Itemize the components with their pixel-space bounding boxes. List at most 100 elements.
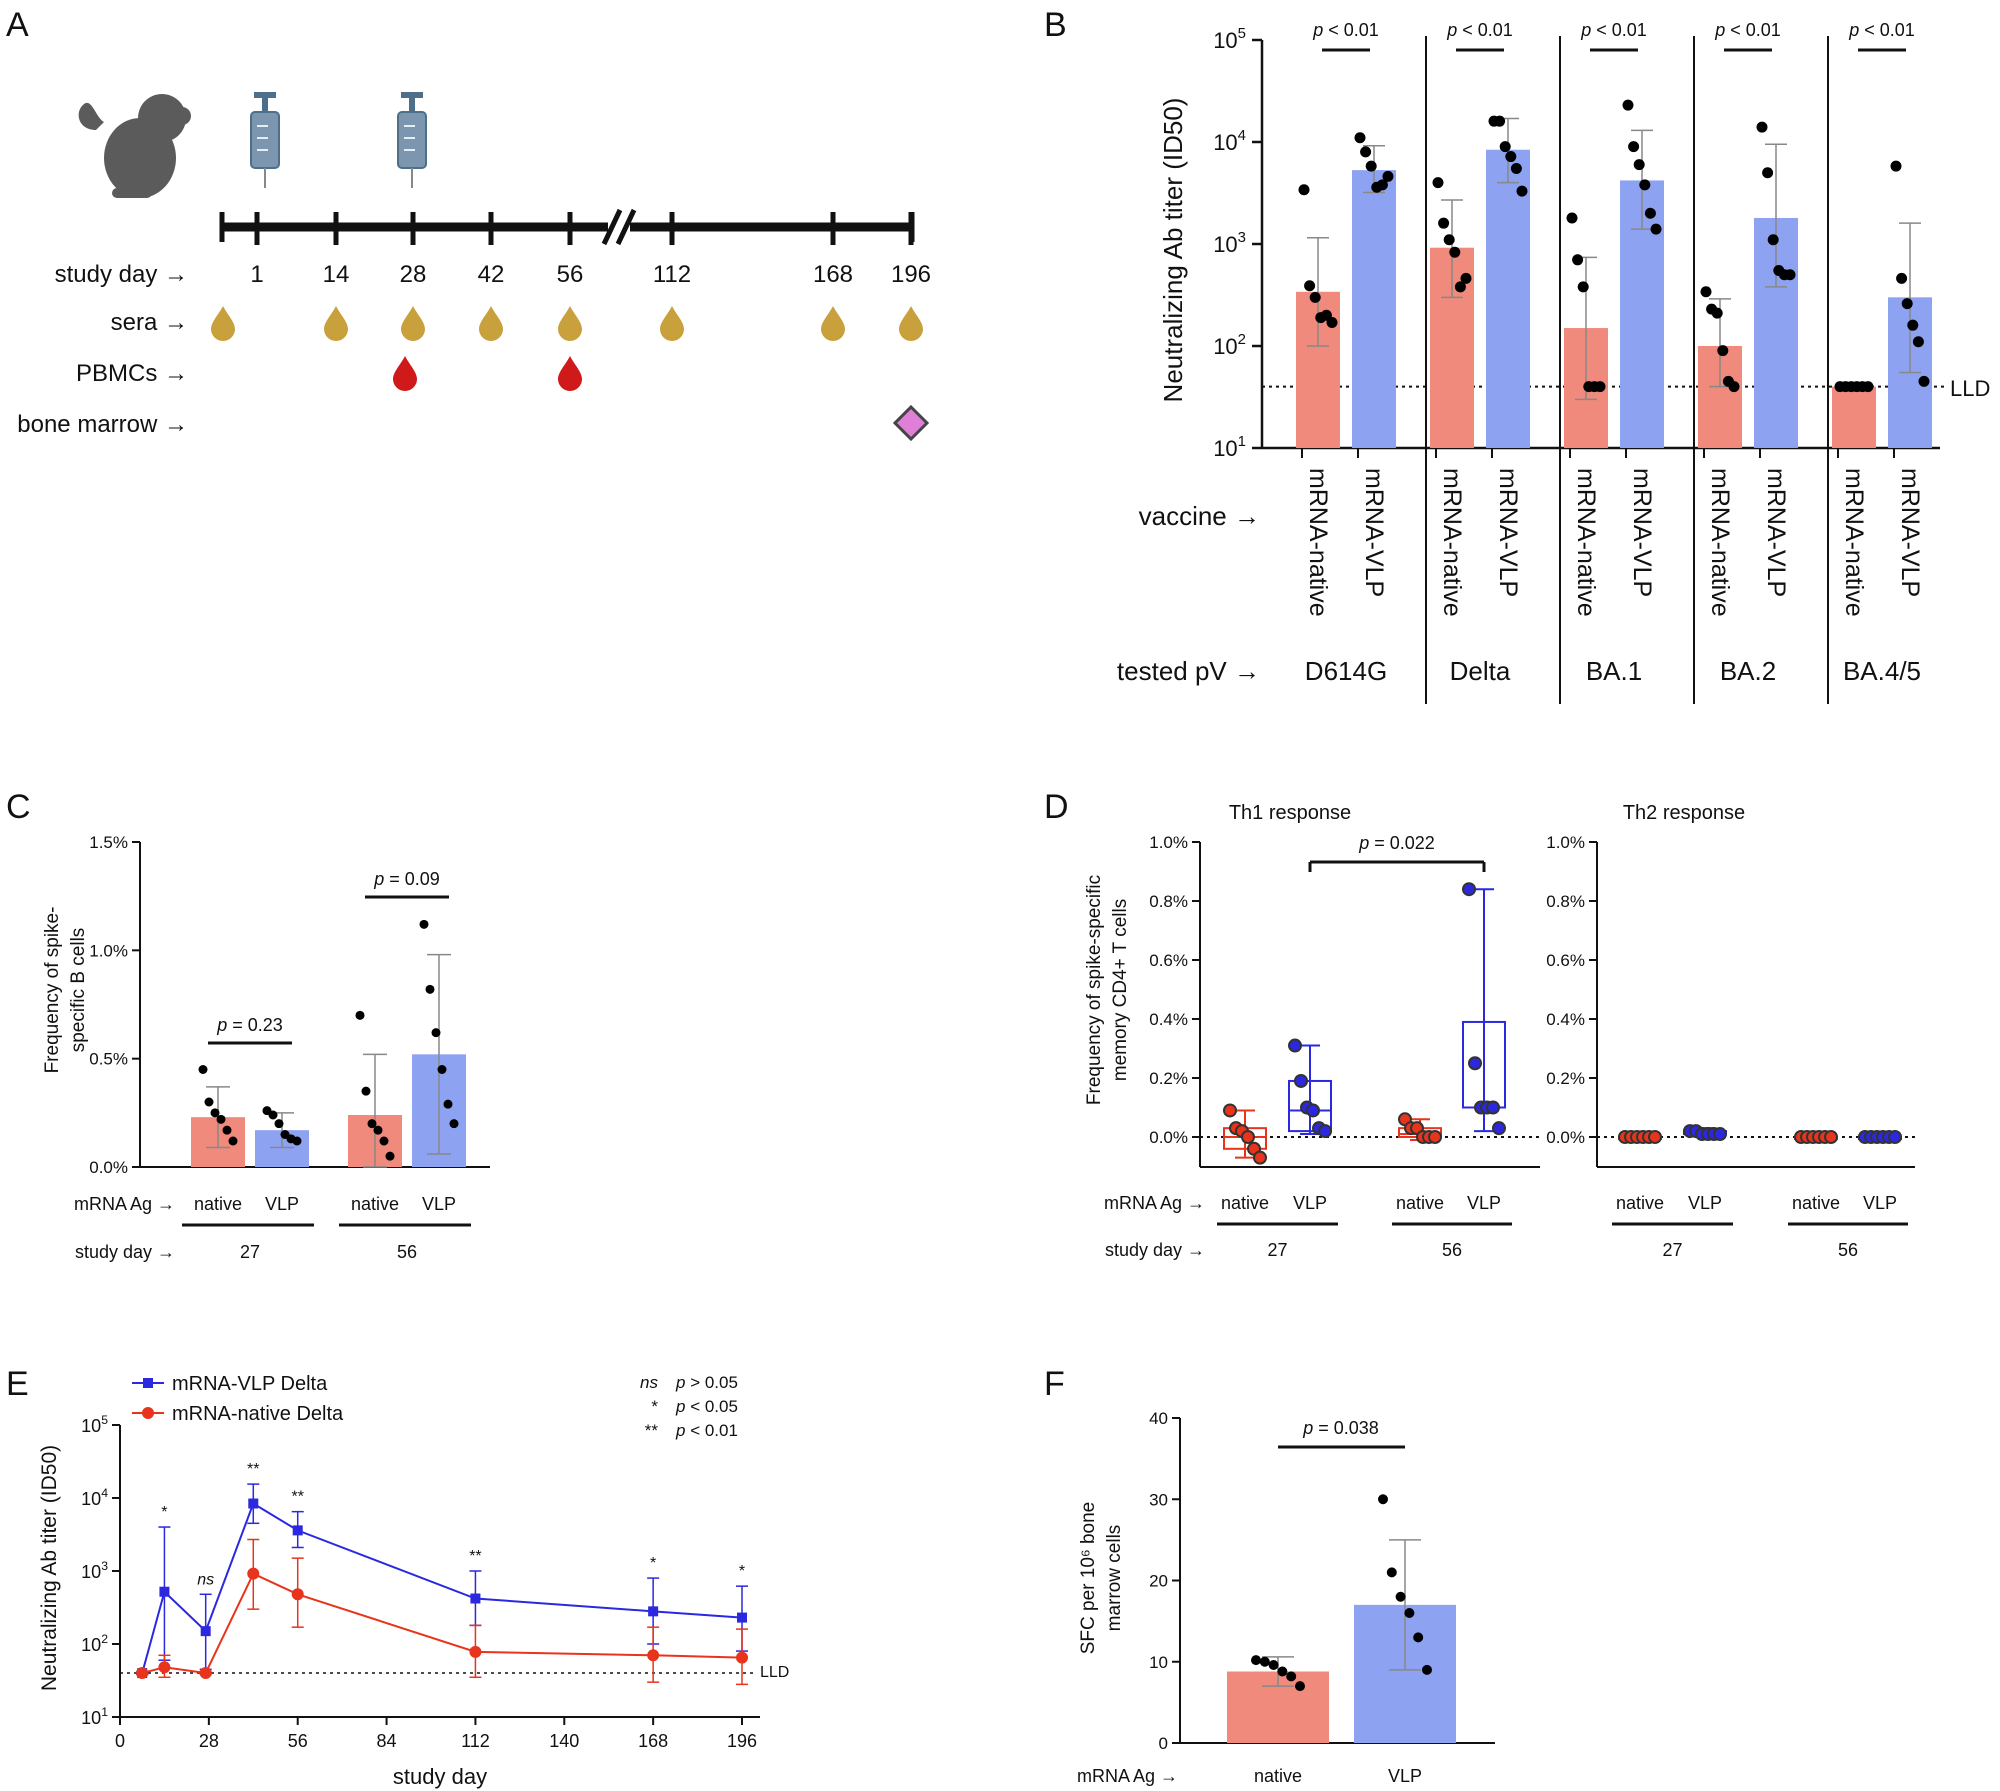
panel-a-schematic: study day → sera → PBMCs → bone marrow →… [17, 92, 931, 442]
d-data-point [1824, 1130, 1838, 1144]
d-y-tick-label: 0.8% [1546, 892, 1585, 911]
b-data-point [1382, 170, 1394, 182]
e-data-point [136, 1667, 149, 1680]
b-data-point [1499, 141, 1511, 153]
d-p-value-label: p = 0.022 [1358, 833, 1435, 853]
c-ag-label: VLP [422, 1194, 456, 1214]
d-data-point [1294, 1073, 1308, 1088]
f-data-point [1404, 1608, 1415, 1618]
f-data-point [1259, 1656, 1270, 1667]
c-ag-label: VLP [265, 1194, 299, 1214]
sera-drop-icon [324, 306, 348, 341]
e-data-point [736, 1651, 748, 1664]
b-p-value-label: p < 0.01 [1848, 20, 1915, 40]
c-data-point [204, 1097, 214, 1107]
d-day-label: 27 [1267, 1240, 1287, 1260]
b-vaccine-label: mRNA-VLP [1360, 468, 1388, 597]
e-sig-legend-symbol: ns [640, 1373, 658, 1392]
b-data-point [1354, 132, 1366, 144]
e-y-tick-label: 101 [81, 1705, 108, 1728]
b-p-value-label: p < 0.01 [1446, 20, 1513, 40]
e-x-tick-label: 28 [199, 1731, 219, 1751]
d-data-point [1713, 1127, 1727, 1142]
b-data-point [1907, 319, 1919, 331]
pbmc-drop-icon [393, 356, 417, 391]
c-data-point [274, 1119, 284, 1129]
d-ag-label: native [1396, 1193, 1444, 1213]
e-data-point [158, 1661, 171, 1674]
row-label-bone-marrow: bone marrow → [17, 411, 188, 438]
e-data-point [291, 1588, 304, 1601]
b-data-point [1376, 179, 1388, 191]
c-data-point [379, 1136, 389, 1146]
study-day-label: 56 [557, 261, 584, 288]
c-y-tick-label: 0.0% [89, 1158, 128, 1177]
pbmc-drops [393, 356, 582, 391]
study-day-label: 112 [653, 261, 691, 288]
b-y-tick-label: 103 [1213, 229, 1246, 257]
c-ag-label: native [194, 1194, 242, 1214]
b-data-point [1901, 298, 1913, 310]
d-subplot-title: Th1 response [1229, 802, 1351, 824]
row-label-pbmcs: PBMCs → [76, 360, 188, 387]
b-y-axis-title: Neutralizing Ab titer (ID50) [1158, 98, 1188, 403]
e-sig-legend-text: p < 0.01 [675, 1421, 738, 1440]
b-bar [1352, 170, 1396, 449]
f-y-tick-label: 10 [1149, 1653, 1168, 1672]
e-x-tick-label: 140 [549, 1731, 579, 1751]
c-data-point [437, 1065, 447, 1074]
d-ag-label: VLP [1688, 1193, 1722, 1213]
e-x-tick-label: 84 [377, 1731, 397, 1751]
b-data-point [1577, 281, 1589, 293]
panel-c-chart: 0.0% 0.5% 1.0% 1.5% native VLP p = 0.23 27 nativ… [42, 833, 490, 1262]
f-ag-label: VLP [1388, 1766, 1422, 1786]
b-p-value-label: p < 0.01 [1312, 20, 1379, 40]
e-significance-marker: ** [469, 1548, 481, 1565]
d-data-point [1241, 1130, 1255, 1144]
e-significance-marker: * [650, 1555, 656, 1572]
c-data-point [443, 1099, 453, 1109]
e-significance-marker: ** [247, 1461, 259, 1478]
e-y-tick-label: 104 [81, 1486, 108, 1509]
d-ag-label: native [1792, 1193, 1840, 1213]
f-y-tick-label: 20 [1149, 1572, 1168, 1591]
e-significance-marker: ns [197, 1571, 214, 1588]
e-data-point [200, 1626, 211, 1637]
e-x-axis-title: study day [393, 1764, 487, 1789]
e-data-point [159, 1586, 170, 1597]
c-data-point [419, 919, 429, 929]
study-day-label: 1 [250, 261, 263, 288]
c-data-point [373, 1125, 383, 1135]
b-data-point [1516, 185, 1528, 197]
c-row-label-ag: mRNA Ag → [74, 1194, 175, 1214]
c-data-point [367, 1119, 377, 1129]
d-y-tick-label: 0.0% [1546, 1128, 1585, 1147]
c-day-label: 56 [397, 1242, 417, 1262]
f-data-point [1422, 1664, 1432, 1675]
b-vaccine-label: mRNA-VLP [1628, 468, 1656, 597]
d-ag-label: VLP [1467, 1193, 1501, 1213]
d-y-tick-label: 0.4% [1149, 1010, 1188, 1029]
b-pv-label: Delta [1450, 656, 1511, 686]
e-x-tick-label: 112 [461, 1731, 490, 1751]
e-data-point [292, 1525, 303, 1536]
b-data-point [1309, 291, 1321, 303]
b-data-point [1449, 246, 1461, 258]
b-data-point [1890, 160, 1902, 172]
panel-letter-a: A [6, 6, 29, 44]
f-p-value-label: p = 0.038 [1302, 1418, 1379, 1438]
b-data-point [1304, 280, 1316, 292]
d-y-axis-title-line2: memory CD4+ T cells [1110, 899, 1131, 1082]
c-y-axis-title-line1: Frequency of spike- [42, 907, 63, 1074]
e-significance-marker: * [739, 1563, 745, 1580]
d-data-point [1428, 1130, 1442, 1144]
f-ag-label: native [1254, 1766, 1302, 1786]
c-data-point [431, 1028, 441, 1038]
panel-letter-d: D [1044, 788, 1069, 826]
e-legend-label: mRNA-VLP Delta [172, 1373, 328, 1395]
b-y-tick-label: 102 [1213, 331, 1246, 359]
c-y-tick-label: 1.0% [89, 941, 128, 960]
d-data-point [1462, 882, 1476, 897]
d-day-label: 56 [1442, 1240, 1462, 1260]
